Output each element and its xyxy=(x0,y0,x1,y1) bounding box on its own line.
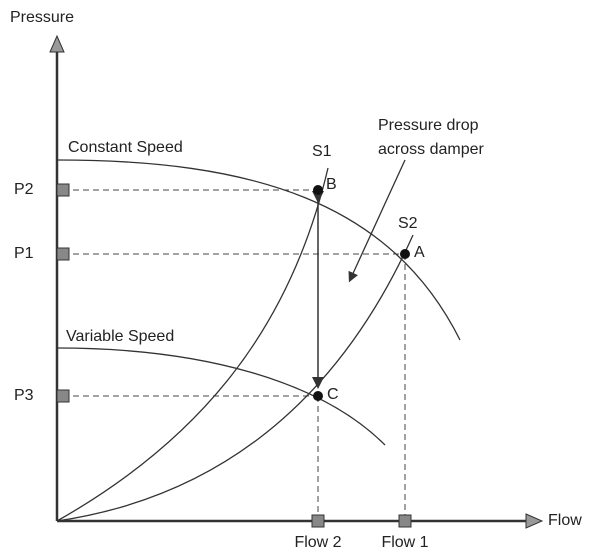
square xyxy=(311,514,325,528)
square xyxy=(56,247,70,261)
y-label: Pressure xyxy=(10,9,74,26)
y-arrow xyxy=(49,34,65,53)
curve-label: Variable Speed xyxy=(66,328,174,345)
constant-speed-curve xyxy=(56,159,461,341)
x-label: Flow xyxy=(548,512,582,529)
annotation: across damper xyxy=(378,141,484,158)
s2-curve xyxy=(56,234,414,522)
x-arrow xyxy=(525,513,544,529)
curve-label: Constant Speed xyxy=(68,139,183,156)
annotation-arrow xyxy=(348,159,406,283)
p-label: P1 xyxy=(14,245,34,262)
point-label: C xyxy=(327,386,339,403)
curve-label: S2 xyxy=(398,215,418,232)
flow-label: Flow 2 xyxy=(294,534,341,551)
squares xyxy=(56,183,412,528)
point xyxy=(400,249,410,259)
guides xyxy=(63,189,406,521)
variable-speed-curve xyxy=(56,347,386,446)
s1-curve xyxy=(56,167,329,522)
square xyxy=(398,514,412,528)
p-label: P2 xyxy=(14,181,34,198)
p-label: P3 xyxy=(14,387,34,404)
square xyxy=(56,389,70,403)
point xyxy=(313,391,323,401)
annotation: Pressure drop xyxy=(378,117,479,134)
square xyxy=(56,183,70,197)
flow-label: Flow 1 xyxy=(381,534,428,551)
point-label: A xyxy=(414,244,425,261)
curve-label: S1 xyxy=(312,143,332,160)
axes xyxy=(49,34,544,529)
point xyxy=(313,185,323,195)
point-label: B xyxy=(326,176,337,193)
